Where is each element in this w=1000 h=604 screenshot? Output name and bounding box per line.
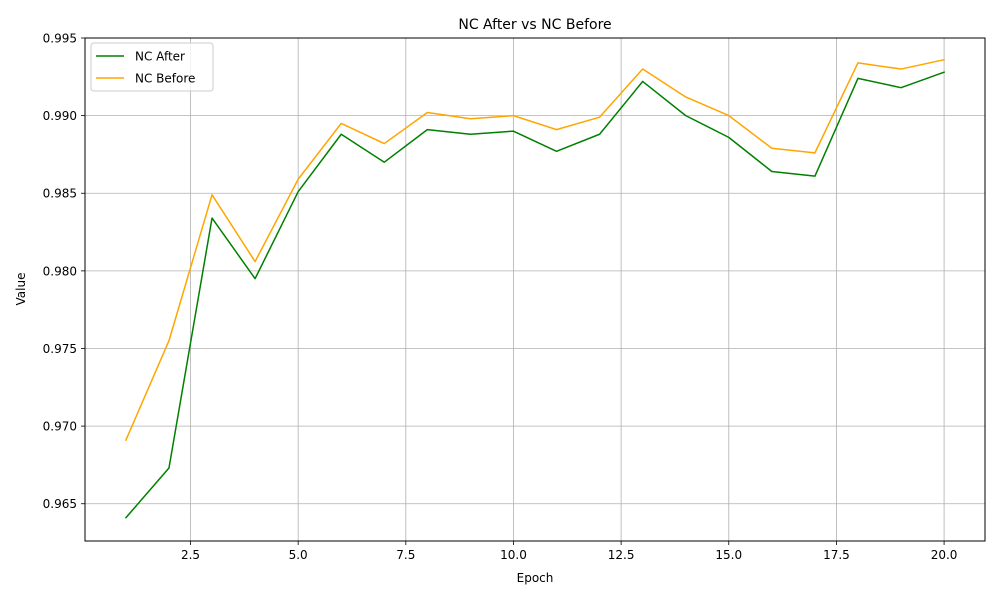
legend-label-nc-before: NC Before (135, 72, 195, 86)
y-tick-label: 0.965 (43, 497, 77, 511)
legend-label-nc-after: NC After (135, 50, 185, 64)
x-tick-label: 5.0 (289, 548, 308, 562)
legend-box (90, 42, 214, 92)
x-tick-label: 20.0 (931, 548, 958, 562)
x-tick-label: 7.5 (396, 548, 415, 562)
x-tick-label: 15.0 (715, 548, 742, 562)
y-tick-label: 0.970 (43, 420, 77, 434)
x-tick-label: 2.5 (181, 548, 200, 562)
chart-title: NC After vs NC Before (458, 17, 611, 33)
y-tick-label: 0.990 (43, 109, 77, 123)
series-lines (124, 58, 946, 519)
y-axis-ticks: 0.965 0.970 0.975 0.980 0.985 0.990 0.995 (43, 32, 85, 511)
series-line-nc-before (124, 58, 945, 442)
legend: NC After NC Before (90, 42, 214, 92)
series-line-nc-after (124, 71, 946, 519)
x-tick-label: 12.5 (608, 548, 635, 562)
x-axis-label: Epoch (517, 571, 554, 585)
y-tick-label: 0.975 (43, 342, 77, 356)
y-tick-label: 0.995 (43, 32, 77, 46)
x-tick-label: 10.0 (500, 548, 527, 562)
x-tick-label: 17.5 (823, 548, 850, 562)
plot-frame (84, 37, 986, 542)
x-axis-ticks: 2.5 5.0 7.5 10.0 12.5 15.0 17.5 20.0 (181, 541, 957, 562)
y-tick-label: 0.980 (43, 264, 77, 278)
y-tick-label: 0.985 (43, 187, 77, 201)
y-axis-label: Value (14, 273, 28, 306)
